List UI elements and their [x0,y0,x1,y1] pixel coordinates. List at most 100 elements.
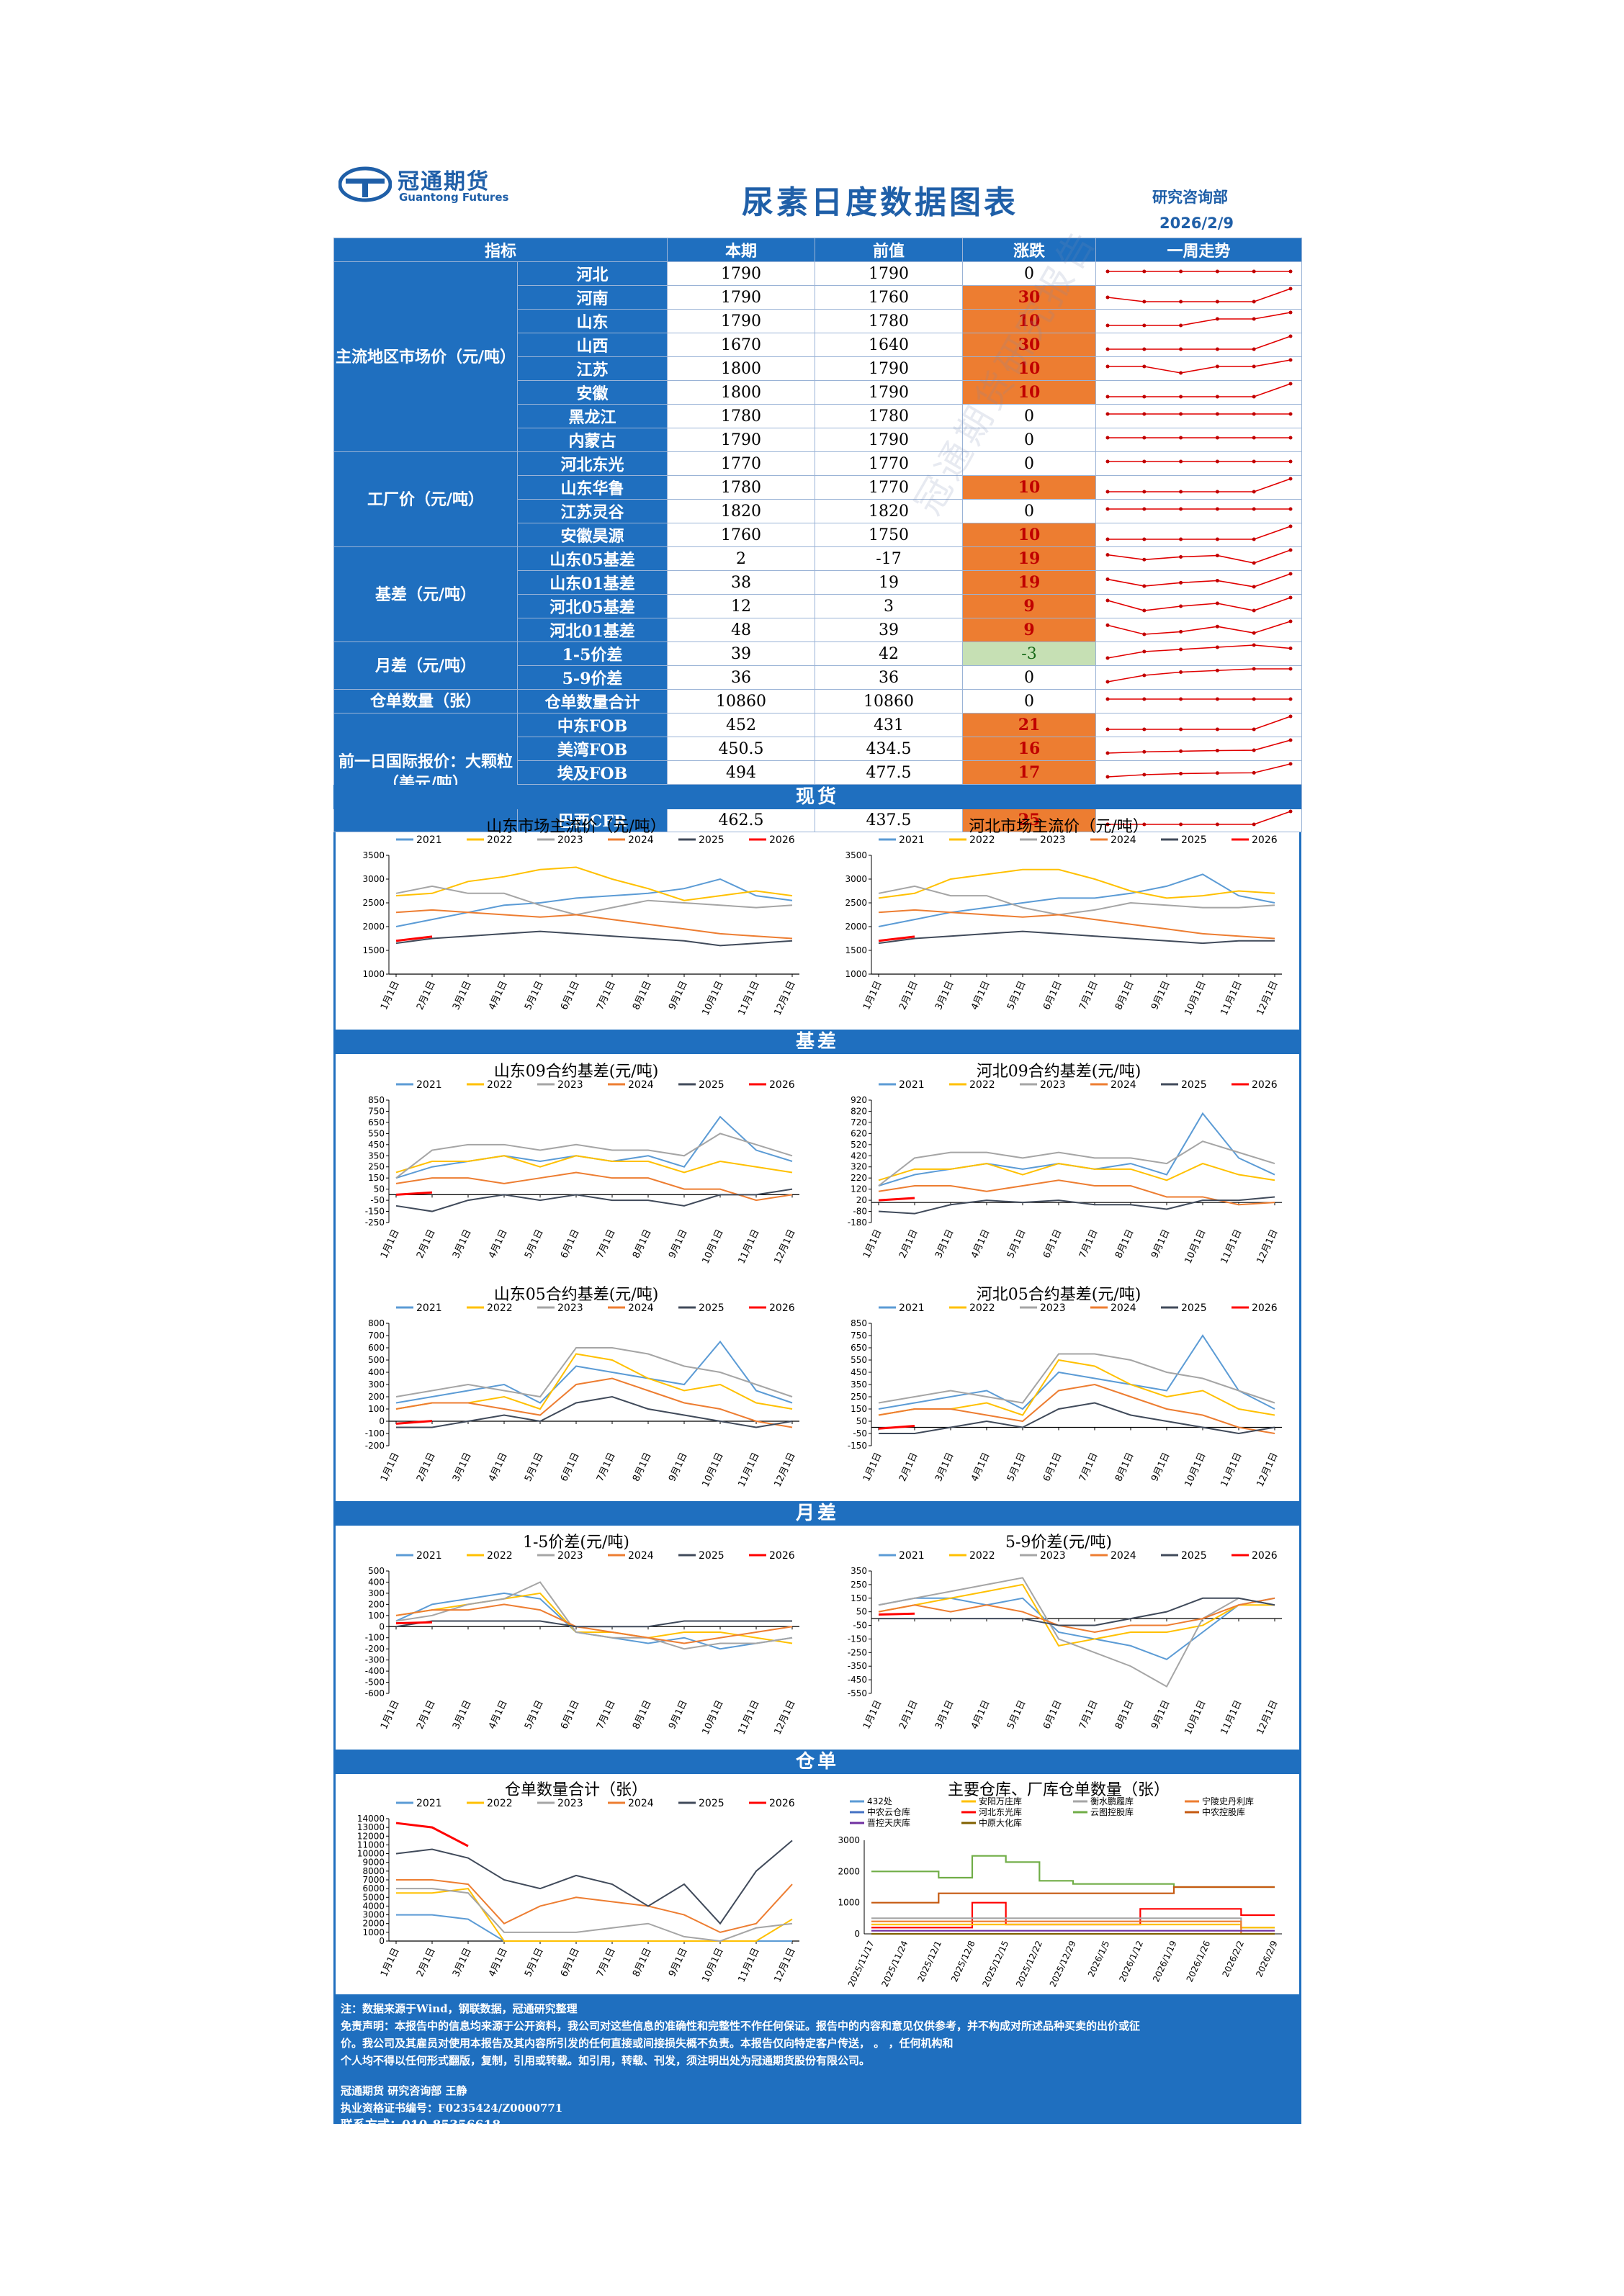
x-tick-label: 11月1日 [1219,1451,1244,1488]
x-tick-label: 7月1日 [595,1228,618,1260]
x-tick-label: 3月1日 [451,1698,474,1731]
sparkline-point [1141,537,1146,541]
sparkline-point [1215,624,1219,629]
sparkline-chart [1105,436,1293,440]
x-tick-label: 4月1日 [487,1451,510,1483]
y-tick-label: 50 [856,1416,867,1426]
sparkline-point [1178,647,1183,652]
x-tick-label: 11月1日 [1219,1228,1244,1265]
series-line-2026 [395,1191,433,1196]
sparkline-chart [1105,548,1293,565]
series-line-2023 [395,885,793,916]
sparkline-point [1105,553,1110,557]
sparkline-point [1215,412,1219,416]
sparkline-point [1105,680,1110,684]
y-tick-label: 2000 [838,1866,860,1876]
disclaimer-line-2: 价。我公司及其雇员对使用本报告及其内容所引发的任何直接或间接损失概不负责。本报告… [341,2037,954,2050]
week-trend-sparkline [1095,309,1303,333]
report-date: 2026/2/9 [1159,215,1234,232]
sparkline-point [1288,619,1293,623]
x-tick-label: 2026/2/9 [1254,1939,1279,1978]
x-tick-label: 2月1日 [897,979,920,1012]
y-tick-label: 0 [379,1416,385,1426]
x-tick-label: 4月1日 [969,1698,992,1731]
y-tick-label: 350 [368,1151,385,1161]
series-line-2023 [878,1577,1275,1688]
change-value: 0 [962,261,1097,286]
x-tick-label: 6月1日 [559,1228,582,1260]
y-tick-label: 2000 [845,922,867,932]
previous-value: 1770 [815,475,964,500]
y-tick-label: 4000 [362,1901,385,1911]
y-tick-label: -200 [365,1441,385,1451]
week-trend-sparkline [1095,665,1303,690]
legend-label: 2026 [1252,1302,1278,1314]
sparkline-point [1215,436,1219,440]
logo-cn-text: 冠通期货 [398,169,490,194]
sparkline-point [1288,524,1293,528]
y-tick-label: -150 [848,1441,867,1451]
y-tick-label: 650 [368,1117,385,1127]
y-tick-label: 850 [851,1318,867,1328]
x-tick-label: 2月1日 [415,1698,438,1731]
x-tick-label: 2月1日 [897,1698,920,1731]
sparkline-point [1288,358,1293,362]
y-tick-label: 250 [851,1392,867,1402]
indicator-name: 1-5价差 [516,641,668,666]
sparkline-point [1178,772,1183,775]
change-value: 19 [962,546,1097,571]
series-line-2021 [878,1597,1275,1660]
sparkline-point [1178,749,1183,753]
week-trend-sparkline [1095,380,1303,405]
x-tick-label: 9月1日 [667,1451,690,1483]
change-value: 0 [962,428,1097,452]
chart-title: 山东09合约基差(元/吨) [493,1063,659,1081]
sparkline-line [1107,288,1291,302]
x-tick-label: 5月1日 [1005,1698,1028,1731]
indicator-name: 河北01基差 [516,618,668,642]
legend-label: 2024 [1111,1079,1136,1091]
sparkline-point [1288,382,1293,386]
change-value: 17 [962,760,1097,785]
disclaimer-line-1: 免责声明：本报告中的信息均来源于公开资料，我公司对这些信息的准确性和完整性不作任… [341,2020,1141,2032]
sparkline-point [1178,670,1183,674]
chart-svg: 2021 2022 2023 2024 2025 2026 -150 -50 50 150 250 3… [848,1302,1282,1489]
current-value: 1790 [667,309,816,333]
sparkline-point [1252,608,1256,613]
sparkline-point [1215,459,1219,464]
y-tick-label: 150 [851,1593,867,1603]
legend-label: 2026 [769,1079,795,1091]
previous-value: 437.5 [815,808,964,832]
x-tick-label: 3月1日 [451,1946,474,1978]
legend-label: 2026 [769,1550,795,1562]
change-value: 30 [962,333,1097,357]
x-tick-label: 2月1日 [415,1946,438,1978]
change-value: 10 [962,380,1097,405]
sparkline-point [1105,507,1110,511]
legend-label: 衡水鹏履库 [1090,1796,1134,1806]
sparkline-point [1178,580,1183,585]
series-line [871,1917,1275,1929]
y-tick-label: 620 [851,1128,867,1138]
y-tick-label: -400 [365,1666,385,1676]
x-tick-label: 2026/1/19 [1151,1939,1179,1984]
indicator-name: 安徽昊源 [516,523,668,547]
sparkline-point [1178,490,1183,494]
source-note: 注：数据来源于Wind，钢联数据，冠通研究整理 [341,2002,578,2015]
sparkline-point [1105,598,1110,603]
x-tick-label: 11月1日 [737,1946,762,1984]
sparkline-point [1252,561,1256,565]
series-line-2025 [395,1840,793,1925]
sparkline-point [1288,647,1293,650]
sparkline-chart [1105,477,1293,494]
indicator-name: 安徽 [516,380,668,405]
x-tick-label: 7月1日 [595,979,618,1012]
legend-label: 中农云仓库 [867,1806,910,1817]
sparkline-point [1215,554,1219,558]
legend-label: 2026 [1252,1550,1278,1562]
x-tick-label: 12月1日 [1255,1451,1280,1488]
series-line-2026 [878,1424,915,1430]
y-tick-label: 10000 [357,1849,385,1859]
group-label: 月差（元/吨） [333,641,518,690]
legend-label: 2024 [1111,834,1136,846]
